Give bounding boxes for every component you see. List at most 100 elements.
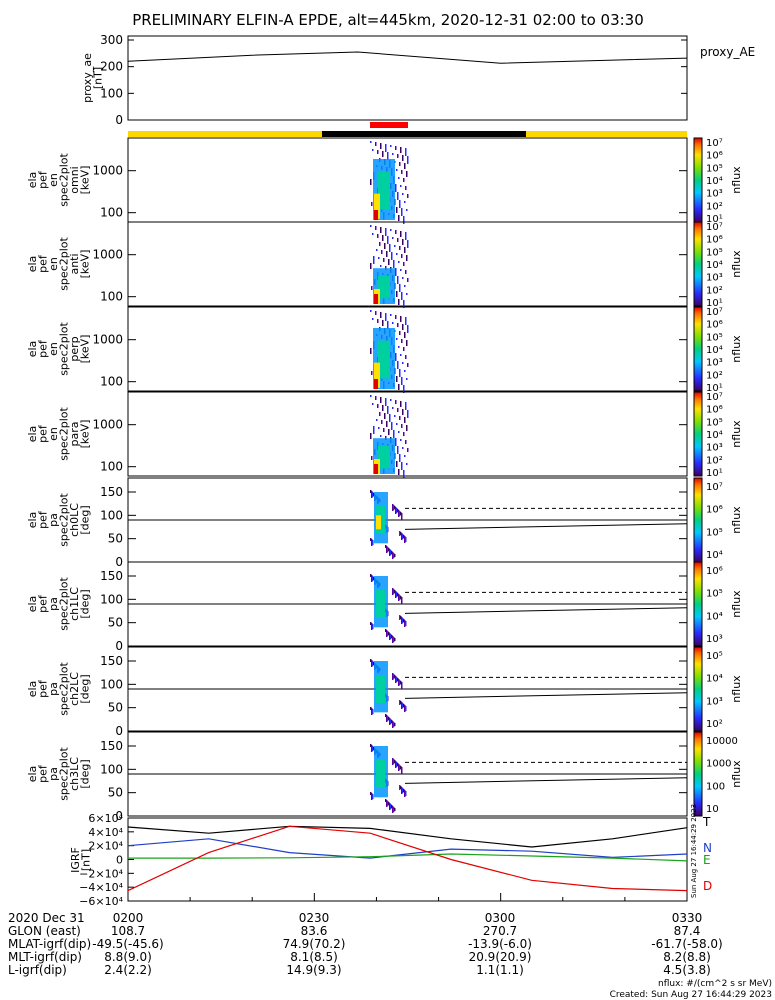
loss-cone-line	[404, 692, 688, 699]
colorbar-tick-label: 10⁴	[706, 176, 723, 187]
ylabel-line: spec2plot	[57, 662, 70, 716]
ylabel-line: perp	[68, 336, 81, 361]
ylabel-line: spec2plot	[57, 577, 70, 631]
colorbar-tick-label: 10⁵	[706, 527, 723, 538]
pitch-angle-panel: 0 50 100 150 10⁶ 10⁵ 10⁴ 10³ nflux	[100, 561, 743, 653]
ae-ytick-label: 100	[100, 86, 123, 100]
pa-ytick-label: 100	[100, 677, 123, 691]
ylabel-line: en	[47, 257, 60, 271]
created-stamp: Created: Sun Aug 27 16:44:29 2023	[610, 990, 772, 1000]
loss-cone-line	[404, 607, 688, 614]
ylabel-line: pa	[47, 597, 60, 611]
ylabel-line: ch0LC	[68, 503, 81, 537]
igrf-legend-N: N	[703, 841, 712, 855]
footer-mlat-2: 74.9(70.2)	[283, 937, 346, 951]
energy-ytick-label: 1000	[92, 248, 123, 262]
footer-time-0330: 0330	[672, 911, 703, 925]
footer-l-label: L-igrf(dip)	[8, 963, 67, 977]
ylabel-line: pef	[36, 170, 49, 189]
igrf-legend-E: E	[703, 853, 711, 867]
colorbar-tick-label: 10⁴	[706, 550, 723, 561]
igrf-legend-D: D	[703, 879, 712, 893]
footer-glon-label: GLON (east)	[8, 924, 81, 938]
units-note: nflux: #/(cm^2 s sr MeV)	[658, 979, 772, 989]
footer-mlat-1: -49.5(-45.6)	[92, 937, 163, 951]
igrf-line-D	[127, 825, 688, 892]
ylabel-line: ela	[26, 596, 39, 613]
figure-title: PRELIMINARY ELFIN-A EPDE, alt=445km, 202…	[132, 11, 644, 29]
ylabel-line: spec2plot	[57, 407, 70, 461]
footer-table: 2020 Dec 31 0200 0230 0300 0330 GLON (ea…	[8, 911, 772, 1000]
colorbar-tick-label: 10²	[706, 370, 723, 381]
ylabel-line: ch1LC	[68, 587, 81, 621]
colorbar-tick-label: 10⁵	[706, 163, 723, 174]
igrf-ytick-label: −4×10⁴	[79, 881, 123, 894]
ylabel-line: ch2LC	[68, 672, 81, 706]
spectrogram-data	[370, 141, 409, 224]
colorbar-tick-label: 10⁵	[706, 589, 723, 600]
status-bars	[128, 122, 687, 137]
colorbar-label: nflux	[730, 506, 743, 534]
colorbar-tick-label: 10⁴	[706, 430, 723, 441]
ylabel-line: proxy_ae	[81, 53, 94, 103]
pa-ytick-label: 0	[115, 724, 123, 738]
footer-glon-1: 108.7	[111, 924, 145, 938]
pa-ytick-label: 150	[100, 739, 123, 753]
pa-ytick-label: 50	[108, 786, 123, 800]
energy-ytick-label: 1000	[92, 333, 123, 347]
spectrogram-data	[370, 310, 409, 393]
igrf-line-E	[128, 853, 688, 862]
colorbar-tick-label: 10¹	[706, 298, 723, 309]
colorbar-label: nflux	[730, 335, 743, 363]
colorbar-label: nflux	[730, 250, 743, 278]
energy-ytick-label: 100	[100, 375, 123, 389]
footer-mlat-label: MLAT-igrf(dip)	[8, 937, 91, 951]
slow-survey-bar	[322, 131, 526, 137]
colorbar-tick-label: 10⁶	[706, 320, 723, 331]
science-zone-bar	[370, 122, 408, 128]
ylabel-line: pef	[36, 764, 49, 783]
colorbar-tick-label: 10⁴	[706, 674, 723, 685]
ylabel-line: pa	[47, 682, 60, 696]
energy-ytick-label: 100	[100, 460, 123, 474]
colorbar-label: nflux	[730, 590, 743, 618]
ylabel-line: pef	[36, 424, 49, 443]
pitch-angle-panel: 0 50 100 150 10⁵ 10⁴ 10³ 10² nflux	[100, 646, 743, 738]
colorbar	[693, 731, 703, 817]
footer-glon-2: 83.6	[301, 924, 328, 938]
footer-mlat-3: -13.9(-6.0)	[468, 937, 532, 951]
colorbar-tick-label: 10000	[706, 736, 738, 747]
pa-ytick-label: 50	[108, 616, 123, 630]
colorbar-tick-label: 10⁵	[706, 332, 723, 343]
loss-cone-line	[404, 523, 688, 530]
colorbar-tick-label: 10³	[706, 273, 723, 284]
ylabel-line: [nT]	[91, 67, 104, 89]
ylabel-line: [keV]	[78, 420, 91, 449]
pa-ytick-label: 100	[100, 592, 123, 606]
ylabel-line: pef	[36, 679, 49, 698]
colorbar-tick-label: 10⁷	[706, 392, 723, 403]
ae-ytick-label: 300	[100, 33, 123, 47]
ylabel-line: ela	[26, 681, 39, 698]
footer-glon-4: 87.4	[674, 924, 701, 938]
igrf-ytick-label: 4×10⁴	[88, 826, 123, 839]
fast-survey-bar-left	[128, 131, 322, 137]
igrf-ylabel: IGRF[nT]	[69, 847, 93, 873]
spectrogram-data	[370, 659, 407, 728]
ylabel-line: spec2plot	[57, 322, 70, 376]
igrf-ytick-label: 6×10⁴	[88, 812, 123, 825]
pa-ytick-label: 150	[100, 569, 123, 583]
colorbar-tick-label: 10⁴	[706, 260, 723, 271]
spectrogram-data	[370, 225, 409, 308]
igrf-panel: 6×10⁴4×10⁴2×10⁴0−2×10⁴−4×10⁴−6×10⁴TNEDSu…	[79, 804, 712, 908]
colorbar-tick-label: 10⁷	[706, 307, 723, 318]
footer-time-0230: 0230	[299, 911, 330, 925]
colorbar	[693, 391, 703, 477]
